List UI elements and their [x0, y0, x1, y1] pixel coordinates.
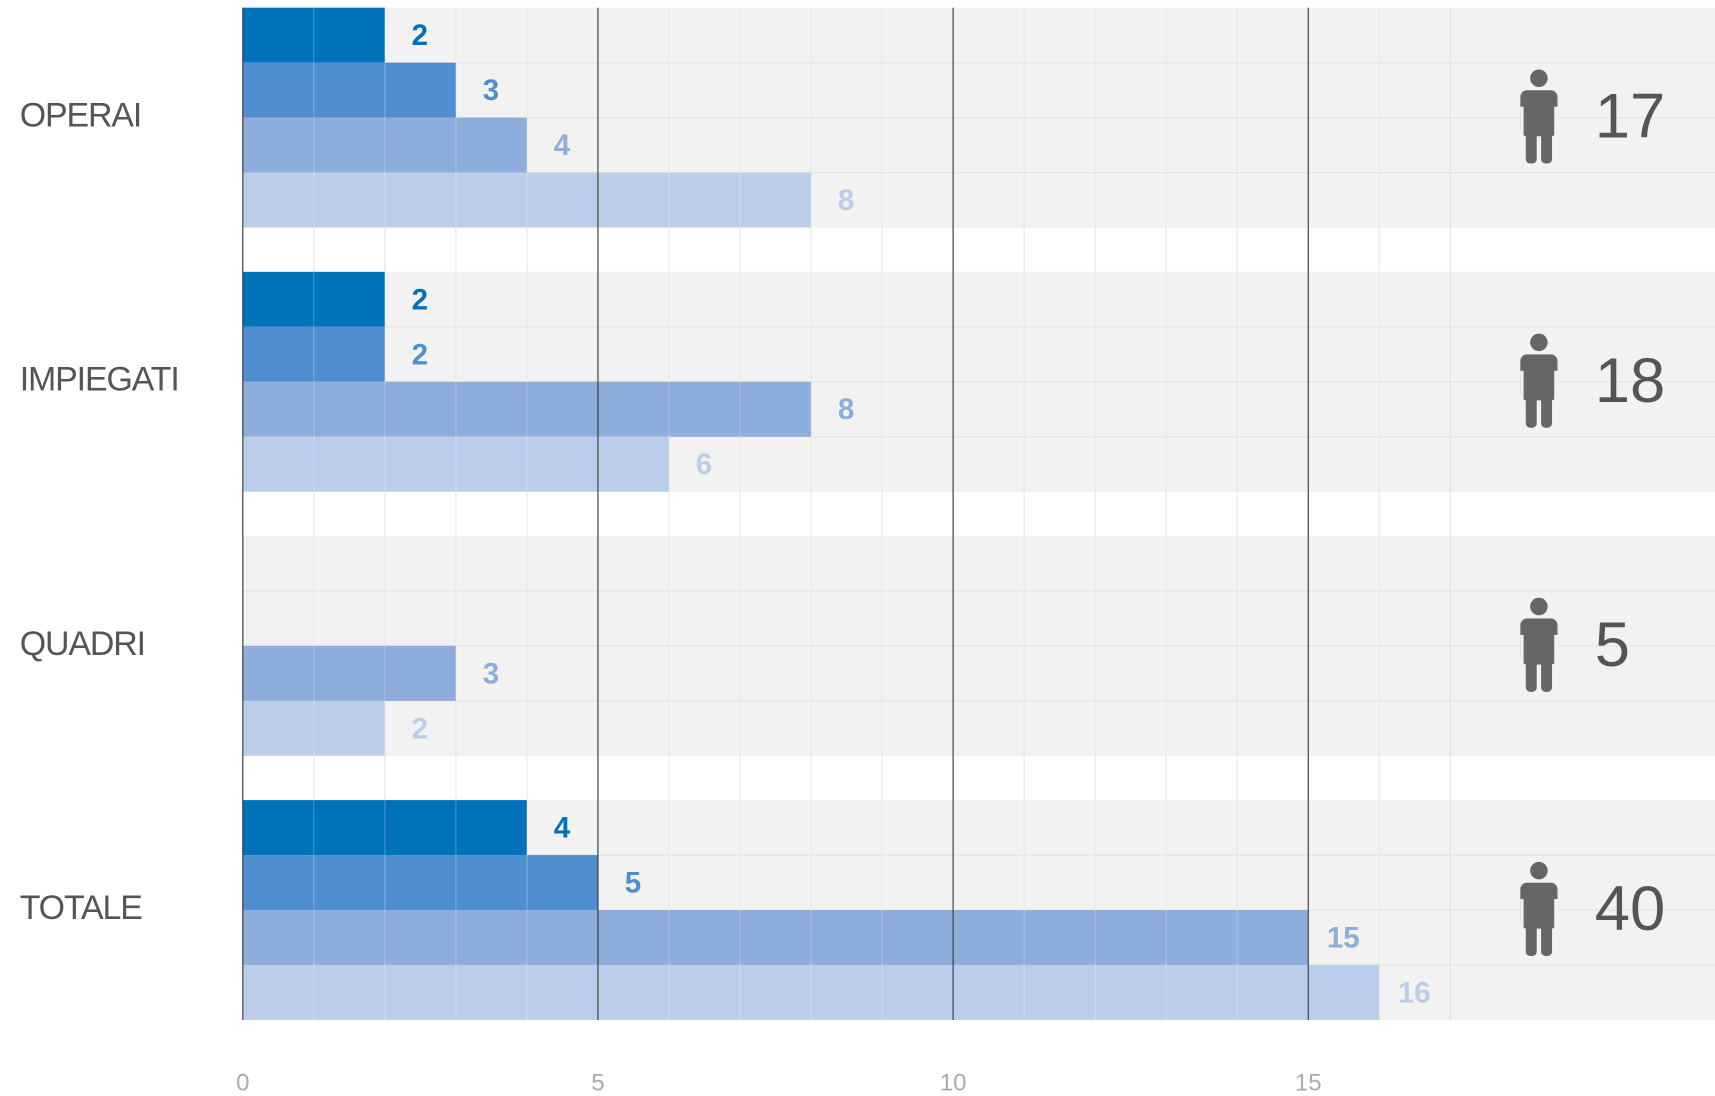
- bar: [242, 326, 385, 382]
- icon-leg: [1525, 123, 1537, 164]
- icon-head: [1530, 861, 1548, 880]
- total-label: 17: [1595, 82, 1666, 152]
- icon-gap: [1554, 634, 1558, 665]
- value-label: 2: [412, 338, 428, 371]
- icon-leg: [1525, 651, 1537, 692]
- person-icon: [1520, 597, 1558, 692]
- icon-leg: [1525, 387, 1537, 428]
- icon-leg: [1541, 651, 1553, 692]
- icon-leg: [1541, 915, 1553, 956]
- bar: [242, 381, 812, 437]
- category-label: IMPIEGATI: [20, 361, 179, 399]
- total-label: 18: [1595, 346, 1666, 416]
- value-label: 8: [838, 184, 854, 217]
- icon-head: [1530, 597, 1548, 616]
- icon-leg: [1541, 387, 1553, 428]
- value-label: 2: [412, 712, 428, 745]
- icon-gap: [1554, 370, 1558, 401]
- person-icon: [1520, 861, 1558, 956]
- icon-gap: [1554, 106, 1558, 137]
- icon-leg: [1541, 123, 1553, 164]
- value-label: 8: [838, 393, 854, 426]
- person-icon: [1520, 69, 1558, 164]
- value-label: 6: [696, 448, 712, 481]
- bar: [242, 271, 385, 327]
- value-label: 4: [554, 129, 571, 162]
- bar: [242, 700, 385, 756]
- total-label: 5: [1595, 610, 1630, 680]
- icon-gap: [1520, 370, 1524, 401]
- bar: [242, 7, 385, 63]
- bar: [242, 172, 812, 228]
- x-tick-label: 10: [940, 1069, 967, 1096]
- bar: [242, 800, 527, 856]
- bar: [242, 62, 456, 118]
- value-label: 15: [1327, 921, 1360, 954]
- icon-head: [1530, 69, 1548, 87]
- icon-gap: [1554, 899, 1558, 929]
- value-label: 2: [412, 19, 428, 52]
- x-tick-label: 0: [236, 1069, 249, 1096]
- value-label: 16: [1398, 976, 1431, 1009]
- icon-gap: [1520, 106, 1524, 137]
- person-icon: [1520, 333, 1558, 428]
- icon-head: [1530, 333, 1548, 352]
- icon-gap: [1520, 634, 1524, 665]
- value-label: 3: [483, 74, 499, 107]
- value-label: 2: [412, 283, 428, 316]
- bar: [242, 117, 527, 173]
- bar: [242, 645, 456, 701]
- category-label: QUADRI: [20, 625, 145, 663]
- total-label: 40: [1595, 874, 1666, 944]
- value-label: 3: [483, 657, 499, 690]
- icon-gap: [1520, 899, 1524, 929]
- bar: [242, 964, 1380, 1020]
- bar: [242, 855, 598, 911]
- x-tick-label: 15: [1295, 1069, 1322, 1096]
- icon-leg: [1525, 915, 1537, 956]
- x-tick-label: 5: [591, 1069, 604, 1096]
- category-label: TOTALE: [20, 889, 143, 927]
- category-label: OPERAI: [20, 97, 142, 135]
- value-label: 5: [625, 867, 641, 900]
- bar: [242, 910, 1309, 965]
- value-label: 4: [554, 812, 571, 845]
